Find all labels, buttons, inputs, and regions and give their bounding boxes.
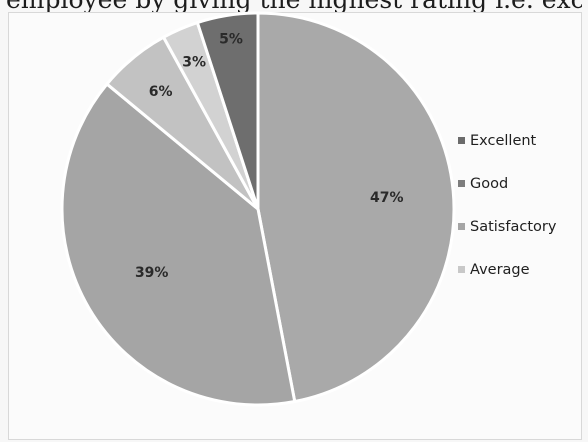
pie-data-labels: 47% 39% 6% 3% 5% — [135, 32, 404, 281]
pie-slice-47pct — [256, 11, 456, 404]
legend-item-satisfactory: Satisfactory — [458, 216, 578, 238]
pie-slices — [60, 11, 456, 407]
legend-item-excellent: Excellent — [458, 130, 578, 152]
legend-label-good: Good — [470, 176, 509, 192]
legend-item-average: Average — [458, 259, 578, 281]
pie-slice-5pct — [195, 11, 260, 211]
legend-swatch-good — [458, 180, 465, 187]
legend-item-good: Good — [458, 173, 578, 195]
cropped-caption-text: employee by giving the highest rating i.… — [6, 0, 582, 15]
data-label-39pct: 39% — [135, 265, 169, 281]
data-label-6pct: 6% — [149, 84, 173, 100]
legend-swatch-average — [458, 266, 465, 273]
data-label-3pct: 3% — [182, 55, 206, 71]
chart-legend: Excellent Good Satisfactory Average — [458, 130, 578, 302]
legend-label-excellent: Excellent — [470, 133, 537, 149]
legend-label-average: Average — [470, 262, 530, 278]
legend-label-satisfactory: Satisfactory — [470, 219, 557, 235]
legend-swatch-excellent — [458, 137, 465, 144]
data-label-47pct: 47% — [370, 190, 404, 206]
pie-slice-39pct — [60, 82, 297, 407]
legend-swatch-satisfactory — [458, 223, 465, 230]
data-label-5pct: 5% — [219, 32, 243, 48]
